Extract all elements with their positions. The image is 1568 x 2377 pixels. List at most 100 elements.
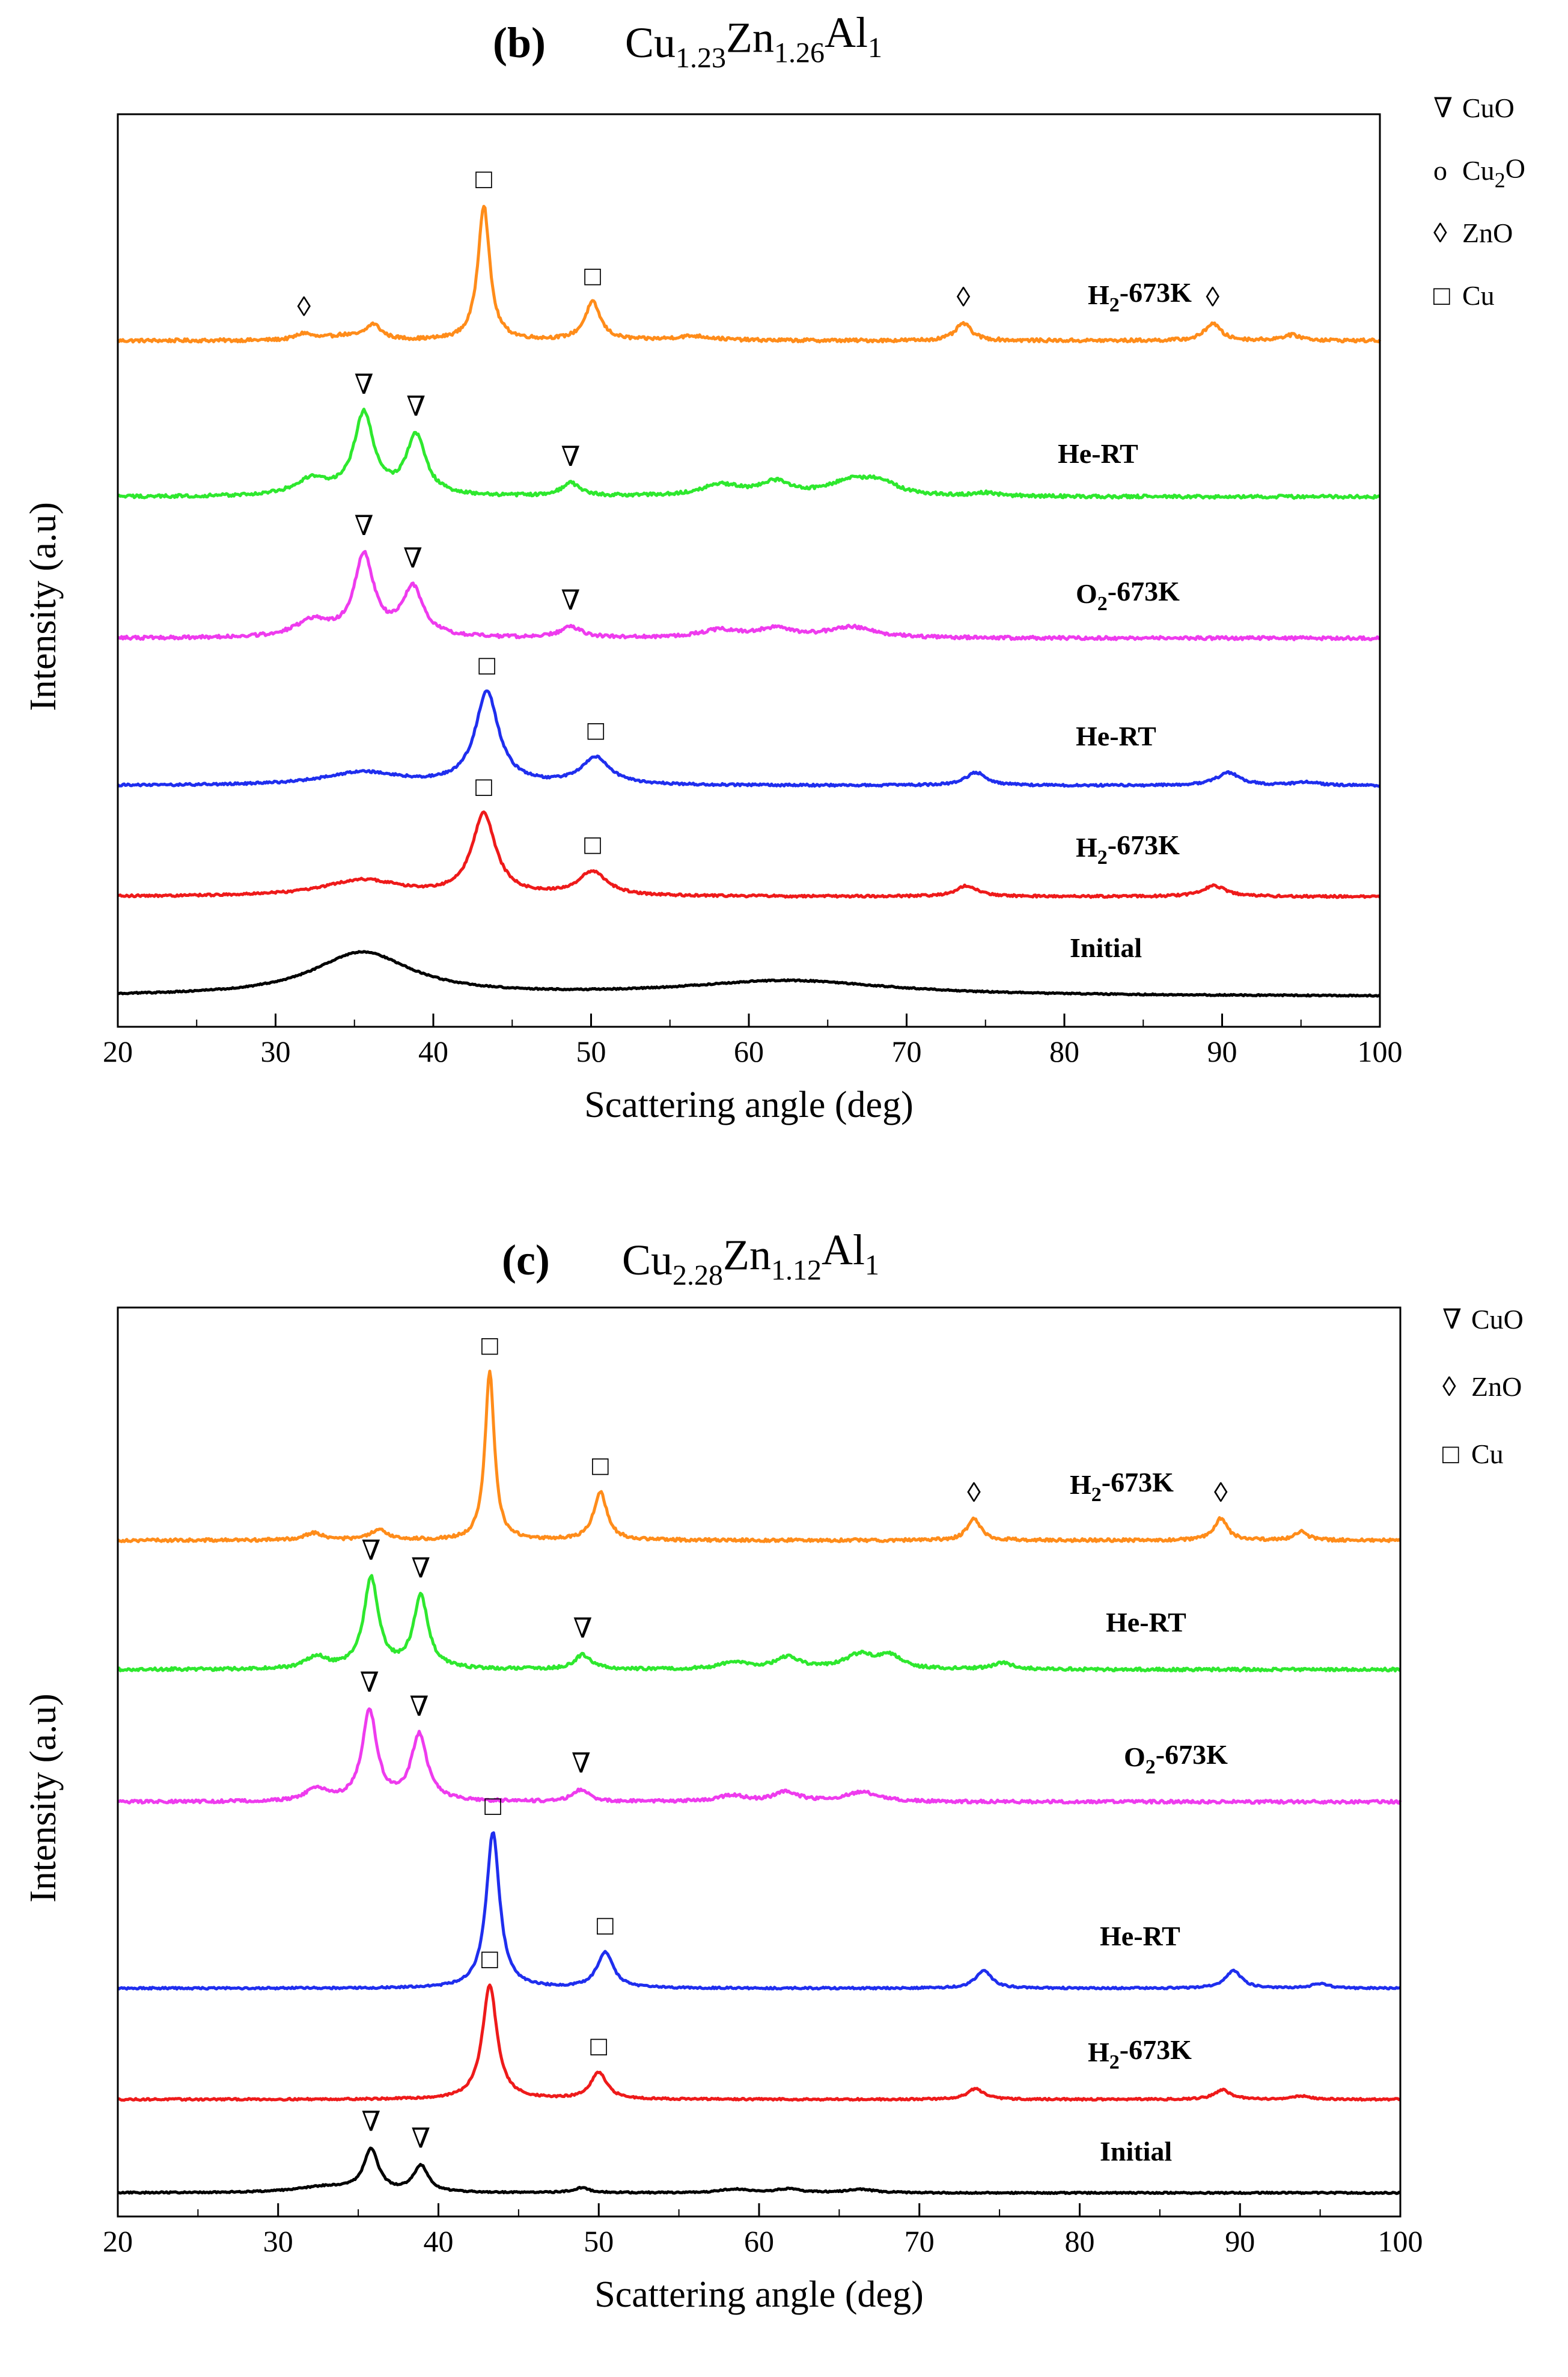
peak-marker: □ xyxy=(478,650,495,681)
y-axis-title: Intensity (a.u) xyxy=(23,502,64,711)
series-label: He-RT xyxy=(1076,721,1156,751)
series-label-part: He-RT xyxy=(1106,1607,1186,1638)
peak-marker: ∇ xyxy=(354,369,373,400)
series-line-3 xyxy=(117,549,1380,641)
series-line-4 xyxy=(117,689,1380,788)
x-tick-label: 90 xyxy=(1225,2224,1255,2258)
peak-marker: ◊ xyxy=(297,292,311,322)
series-label-subscript: 2 xyxy=(1109,2051,1120,2073)
series-label: H2​-673K xyxy=(1088,277,1192,316)
peak-marker: ∇ xyxy=(403,543,423,574)
peak-marker: ∇ xyxy=(561,441,580,472)
legend-label: Cu xyxy=(1471,1439,1504,1469)
series-line-6 xyxy=(117,2146,1402,2195)
x-tick-label: 40 xyxy=(424,2224,454,2258)
x-tick-label: 100 xyxy=(1358,1035,1403,1068)
series-line-6 xyxy=(117,950,1381,998)
series-label: Initial xyxy=(1070,932,1142,963)
panel-title-subscript: 1.12 xyxy=(771,1254,822,1286)
peak-marker: ∇ xyxy=(360,1667,379,1698)
legend-symbol: □ xyxy=(1442,1439,1459,1469)
legend-label: CuO xyxy=(1471,1304,1524,1335)
series-label-part: -673K xyxy=(1102,1467,1174,1497)
panel-c: (c)Cu2.28​Zn1.12​Al1​□□◊◊H2​-673K∇∇∇He-R… xyxy=(23,1226,1524,2315)
series-line-5 xyxy=(117,810,1381,899)
legend-label-part: CuO xyxy=(1462,93,1515,123)
peak-marker: ∇ xyxy=(411,1553,430,1583)
legend-label: ZnO xyxy=(1462,218,1513,248)
peak-marker: □ xyxy=(587,715,604,745)
legend: ∇ CuO ◊ ZnO □ Cu xyxy=(1442,1304,1524,1469)
x-tick-label: 60 xyxy=(744,2224,774,2258)
panel-title: Cu2.28​Zn1.12​Al1​ xyxy=(622,1226,879,1291)
x-axis-title: Scattering angle (deg) xyxy=(584,1084,913,1125)
x-tick-label: 90 xyxy=(1207,1035,1237,1068)
series-label-part: H xyxy=(1088,280,1109,310)
peak-marker: ∇ xyxy=(572,1748,591,1778)
legend-label-part: Cu xyxy=(1471,1439,1504,1469)
series-line-2 xyxy=(117,408,1381,500)
legend-label-subscript: 2 xyxy=(1495,168,1505,192)
legend-label-part: ZnO xyxy=(1462,218,1513,248)
panel-title-part: Zn xyxy=(723,1231,771,1279)
series-label-subscript: 2 xyxy=(1097,593,1108,615)
panel-title-part: Al xyxy=(825,8,868,57)
peak-marker: □ xyxy=(584,830,601,860)
legend-symbol: ◊ xyxy=(1433,218,1447,248)
peak-marker: □ xyxy=(590,2031,607,2061)
series-label: He-RT xyxy=(1058,438,1138,469)
series-line-3 xyxy=(117,1707,1402,1805)
peak-marker: □ xyxy=(597,1910,614,1941)
panel-title-subscript: 1 xyxy=(865,1249,879,1281)
series-label-part: O xyxy=(1124,1742,1145,1772)
x-tick-label: 50 xyxy=(584,2224,614,2258)
series-label-part: H xyxy=(1076,832,1097,863)
peak-marker: ∇ xyxy=(561,585,580,616)
peak-marker: ◊ xyxy=(1206,282,1219,313)
series-label: H2​-673K xyxy=(1070,1467,1174,1506)
peak-marker: ∇ xyxy=(361,1535,380,1565)
x-tick-label: 60 xyxy=(734,1035,764,1068)
panel-title-subscript: 1.23 xyxy=(676,42,726,74)
panel-tag: (b) xyxy=(493,19,546,67)
peak-marker: □ xyxy=(481,1944,498,1974)
legend-symbol: o xyxy=(1433,155,1447,186)
x-tick-label: 30 xyxy=(263,2224,293,2258)
series-label: He-RT xyxy=(1100,1921,1180,1951)
legend-symbol: ∇ xyxy=(1442,1304,1462,1335)
series-line-1 xyxy=(117,204,1382,344)
series-label-part: O xyxy=(1076,578,1097,609)
series-line-2 xyxy=(117,1574,1402,1673)
peak-marker: □ xyxy=(475,164,492,194)
panel-title: Cu1.23​Zn1.26​Al1​ xyxy=(625,8,882,74)
panel-title-part: Cu xyxy=(625,19,676,67)
series-label: H2​-673K xyxy=(1076,830,1180,869)
series-label-subscript: 2 xyxy=(1097,846,1108,869)
series-label-part: -673K xyxy=(1120,2034,1192,2065)
series-label-part: -673K xyxy=(1108,576,1180,607)
x-tick-label: 50 xyxy=(576,1035,606,1068)
peak-marker: ∇ xyxy=(409,1691,429,1722)
series-label-part: He-RT xyxy=(1058,438,1138,469)
peak-marker: ∇ xyxy=(406,391,426,422)
x-tick-label: 20 xyxy=(103,2224,133,2258)
panel-title-part: Cu xyxy=(622,1236,673,1284)
legend-label-part: O xyxy=(1505,153,1525,184)
panel-tag: (c) xyxy=(502,1236,550,1284)
peak-marker: □ xyxy=(484,1790,501,1821)
x-axis-title: Scattering angle (deg) xyxy=(594,2274,923,2315)
panel-b: (b) Cu1.23​Zn1.26​Al1​ ◊ □ □ ◊ ◊ H2​-673K ∇ ∇ ∇ He-… xyxy=(23,8,1525,1125)
series-label: Initial xyxy=(1100,2136,1172,2167)
legend-symbol: □ xyxy=(1433,280,1450,311)
legend-label-part: Cu xyxy=(1462,155,1495,186)
legend-label-part: Cu xyxy=(1462,280,1495,311)
series-label-part: H xyxy=(1088,2037,1109,2067)
x-tick-label: 80 xyxy=(1065,2224,1095,2258)
legend-label-part: CuO xyxy=(1471,1304,1524,1335)
series-label-part: Initial xyxy=(1070,932,1142,963)
series-label-part: -673K xyxy=(1120,277,1192,308)
legend-symbol: ◊ xyxy=(1442,1371,1456,1402)
x-tick-label: 40 xyxy=(418,1035,448,1068)
y-axis-title: Intensity (a.u) xyxy=(23,1693,64,1903)
